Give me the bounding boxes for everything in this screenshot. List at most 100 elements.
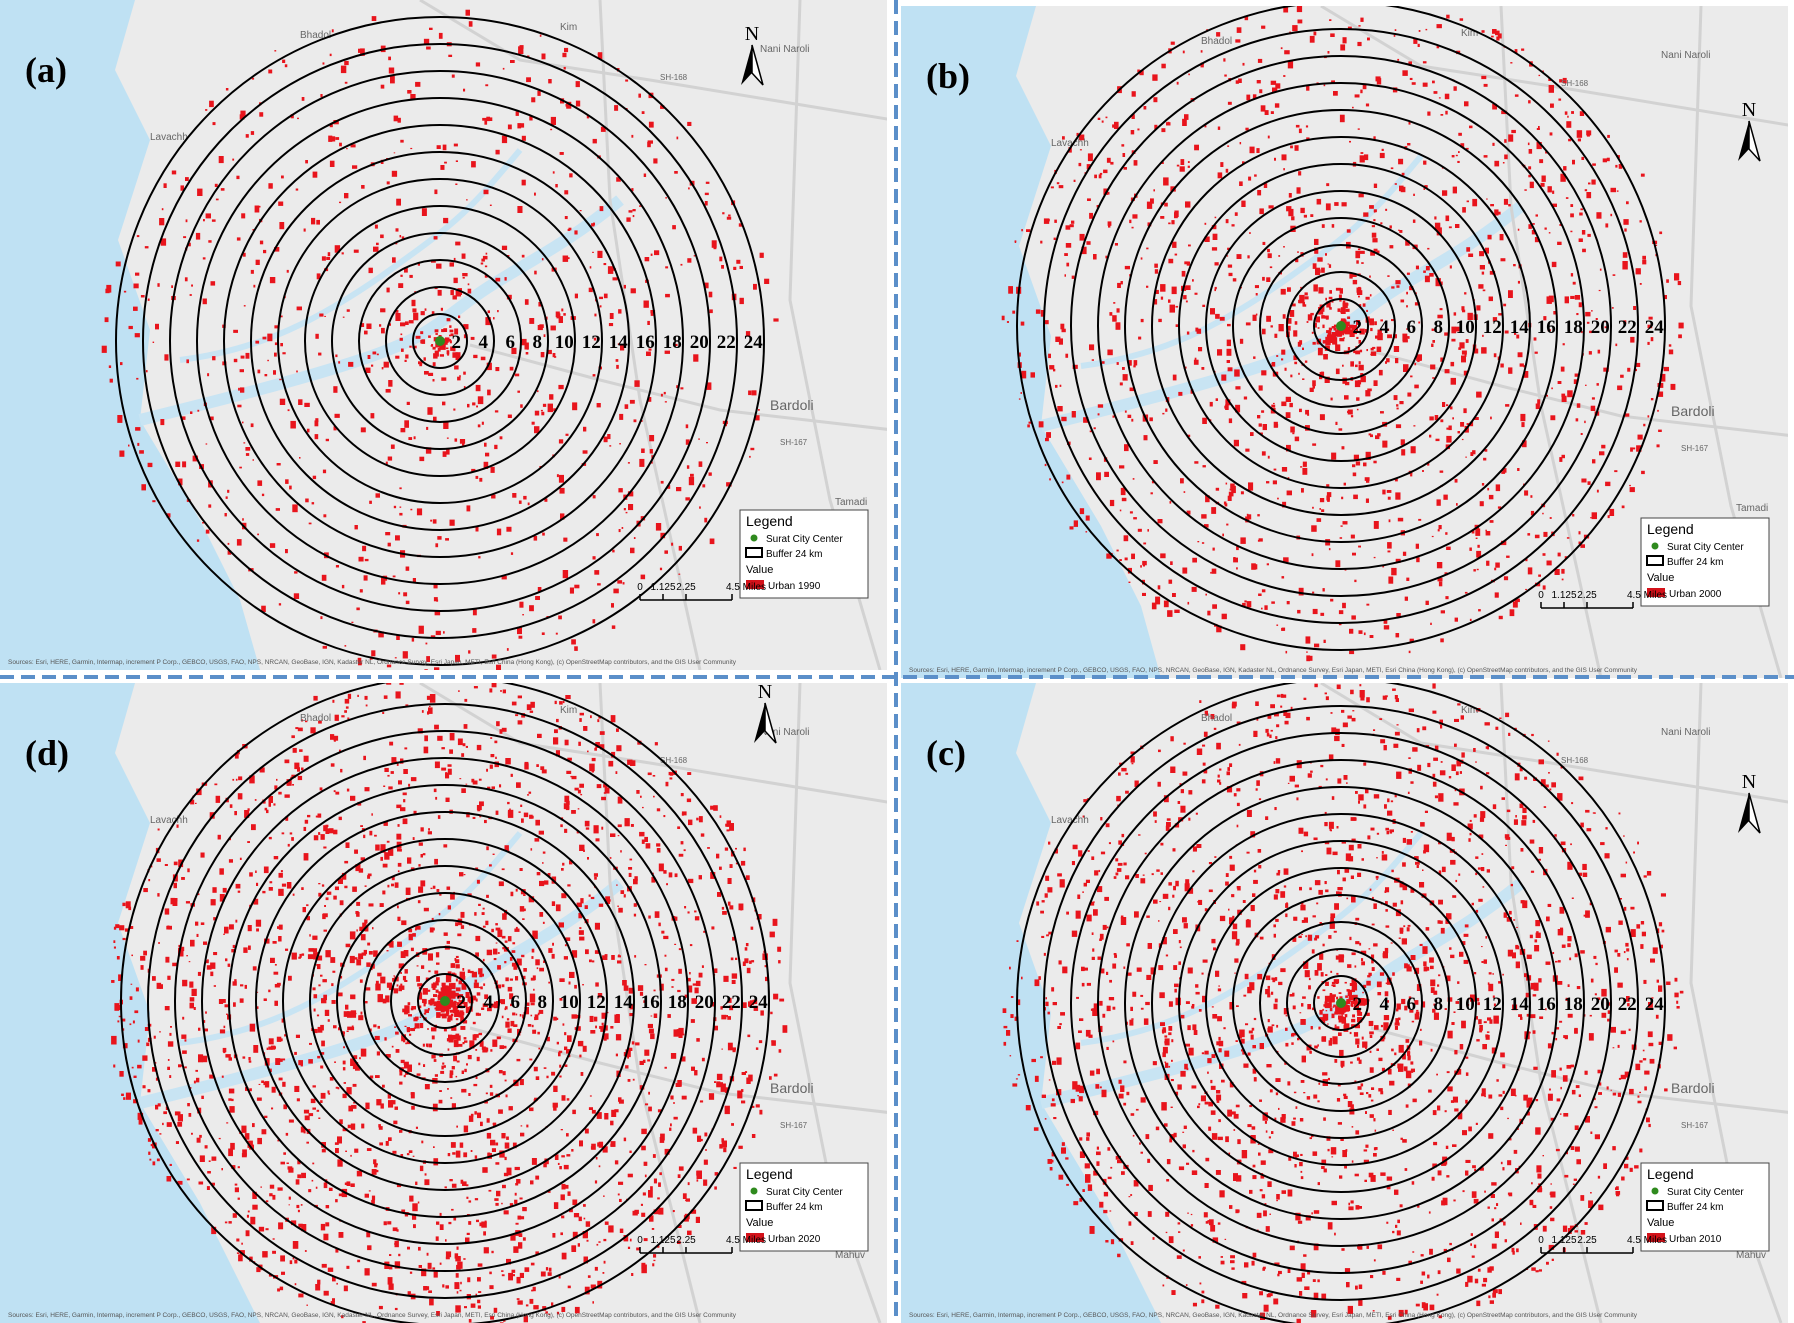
urban-patch: [372, 1283, 377, 1287]
urban-patch: [1227, 324, 1231, 326]
urban-patch: [1170, 561, 1173, 565]
urban-patch: [1102, 1014, 1105, 1018]
urban-patch: [1480, 501, 1484, 506]
urban-patch: [433, 347, 436, 350]
urban-patch: [278, 202, 283, 206]
urban-patch: [522, 136, 526, 141]
urban-patch: [110, 379, 113, 383]
urban-patch: [1341, 307, 1346, 314]
urban-patch: [282, 60, 285, 63]
urban-patch: [309, 934, 311, 936]
urban-patch: [746, 1078, 750, 1085]
ring-label: 6: [1406, 317, 1416, 338]
urban-patch: [1481, 347, 1487, 353]
urban-patch: [1352, 553, 1356, 556]
urban-patch: [409, 320, 414, 323]
urban-patch: [388, 1137, 392, 1141]
urban-patch: [270, 1185, 274, 1189]
urban-patch: [1524, 189, 1526, 191]
urban-patch: [456, 160, 458, 162]
urban-patch: [340, 769, 342, 773]
urban-patch: [477, 807, 480, 811]
urban-patch: [189, 982, 193, 988]
urban-patch: [405, 969, 408, 974]
urban-patch: [1398, 518, 1403, 522]
urban-patch: [359, 1057, 361, 1059]
urban-patch: [681, 264, 683, 266]
urban-patch: [292, 953, 297, 960]
urban-patch: [346, 706, 349, 708]
urban-patch: [1617, 190, 1619, 191]
urban-patch: [224, 927, 229, 934]
urban-patch: [375, 1170, 379, 1172]
urban-patch: [379, 1142, 383, 1145]
urban-patch: [1212, 569, 1217, 574]
urban-patch: [1363, 463, 1367, 467]
urban-patch: [435, 762, 440, 769]
urban-patch: [517, 1298, 520, 1300]
urban-patch: [702, 1058, 705, 1062]
urban-patch: [492, 786, 496, 789]
urban-patch: [1570, 231, 1572, 233]
urban-patch: [610, 1121, 613, 1126]
urban-patch: [1472, 199, 1477, 206]
urban-patch: [1335, 422, 1337, 425]
urban-patch: [611, 955, 615, 960]
urban-patch: [698, 438, 700, 439]
urban-patch: [677, 137, 679, 140]
urban-patch: [610, 1026, 613, 1029]
urban-patch: [1485, 530, 1487, 531]
urban-patch: [1186, 285, 1191, 290]
urban-patch: [1539, 75, 1541, 76]
urban-patch: [298, 399, 302, 405]
urban-patch: [495, 278, 500, 282]
urban-patch: [230, 804, 233, 808]
urban-patch: [365, 1103, 369, 1109]
urban-patch: [770, 932, 775, 938]
urban-patch: [1096, 1161, 1099, 1166]
urban-patch: [1230, 484, 1235, 489]
urban-patch: [594, 314, 596, 317]
urban-patch: [440, 1014, 443, 1017]
urban-patch: [742, 1072, 746, 1075]
urban-patch: [253, 1045, 258, 1053]
urban-patch: [505, 1022, 509, 1028]
urban-patch: [1124, 167, 1128, 170]
urban-patch: [276, 508, 280, 511]
urban-patch: [1387, 275, 1389, 277]
urban-patch: [402, 1009, 405, 1013]
urban-patch: [1102, 361, 1105, 364]
urban-patch: [722, 212, 724, 214]
urban-patch: [371, 365, 373, 367]
urban-patch: [1169, 1001, 1173, 1007]
legend-title: Legend: [746, 513, 793, 529]
urban-patch: [357, 1260, 360, 1263]
urban-patch: [165, 908, 170, 914]
urban-patch: [335, 1142, 339, 1145]
urban-patch: [738, 1146, 742, 1149]
ring-label: 18: [1564, 317, 1583, 338]
urban-patch: [207, 373, 209, 376]
urban-patch: [717, 1074, 723, 1080]
urban-patch: [1049, 478, 1051, 480]
urban-patch: [1332, 1201, 1338, 1205]
urban-patch: [122, 1019, 125, 1022]
urban-patch: [288, 409, 290, 411]
urban-patch: [657, 848, 661, 853]
urban-patch: [564, 1032, 566, 1035]
urban-patch: [264, 1116, 267, 1118]
urban-patch: [669, 872, 673, 877]
urban-patch: [592, 960, 594, 962]
urban-patch: [282, 884, 286, 887]
urban-patch: [1194, 461, 1198, 464]
urban-patch: [1098, 404, 1103, 407]
urban-patch: [477, 1057, 480, 1061]
urban-patch: [689, 972, 691, 974]
urban-patch: [500, 436, 503, 439]
urban-patch: [466, 784, 468, 785]
urban-patch: [280, 1287, 283, 1291]
urban-patch: [559, 978, 564, 982]
urban-patch: [1122, 498, 1127, 501]
urban-patch: [616, 728, 619, 732]
urban-patch: [460, 1026, 465, 1030]
